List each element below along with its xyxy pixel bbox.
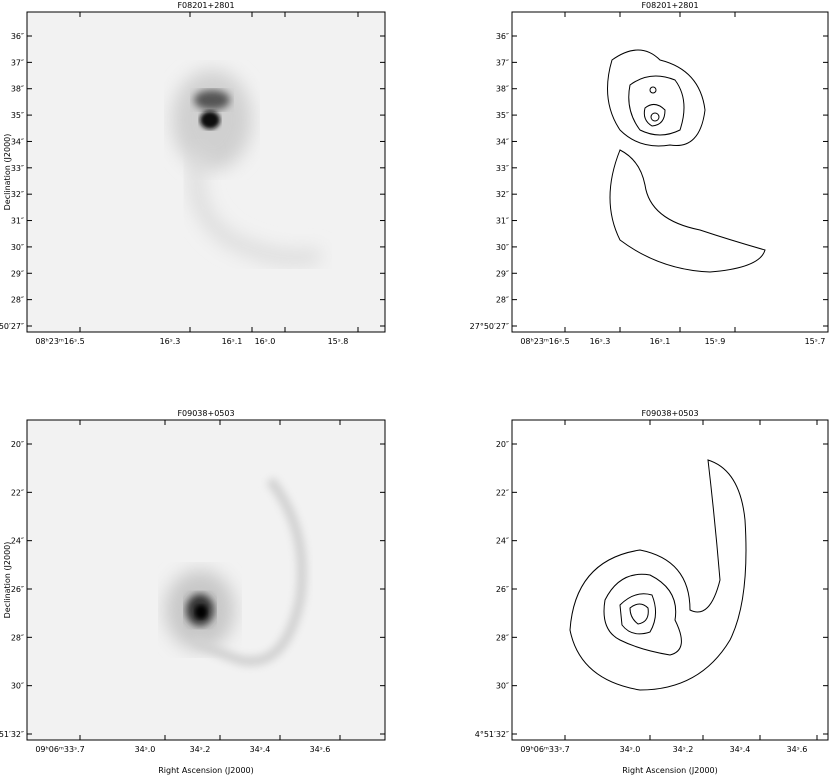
x-tick-label: 34ˢ.6 (787, 745, 808, 754)
x-tick-label: 34ˢ.2 (190, 745, 211, 754)
y-tick-label: 28″ (496, 633, 509, 642)
y-axis-label: Declination (J2000) (3, 542, 12, 619)
y-tick-label: 37″ (11, 58, 24, 67)
y-tick-label: 38″ (496, 85, 509, 94)
y-tick-label: 33″ (11, 164, 24, 173)
x-tick-label: 34ˢ.0 (620, 745, 641, 754)
galaxy-image (27, 12, 385, 332)
x-tick-label: 34ˢ.4 (730, 745, 751, 754)
y-tick-label: 32″ (496, 190, 509, 199)
contour-plot (569, 459, 747, 691)
x-tick-label: 34ˢ.4 (250, 745, 271, 754)
x-tick-label: 34ˢ.6 (310, 745, 331, 754)
y-tick-label: 24″ (11, 537, 24, 546)
y-tick-label: 30″ (496, 682, 509, 691)
y-tick-label: 20″ (11, 440, 24, 449)
y-tick-label: 37″ (496, 58, 509, 67)
x-tick-label: 34ˢ.2 (673, 745, 694, 754)
plot-frame (26, 419, 386, 741)
plot-frame (26, 11, 386, 333)
x-tick-label: 16ˢ.1 (650, 337, 671, 346)
x-tick-label: 34ˢ.0 (135, 745, 156, 754)
y-tick-label: 22″ (11, 488, 24, 497)
y-tick-label: 34″ (11, 137, 24, 146)
panel-title: F08201+2801 (641, 1, 698, 10)
y-tick-label: 36″ (496, 32, 509, 41)
y-tick-label: 35″ (11, 111, 24, 120)
y-tick-label: 31″ (496, 217, 509, 226)
plot-frame (511, 11, 829, 333)
x-tick-label: 16ˢ.3 (160, 337, 181, 346)
y-tick-label: 35″ (496, 111, 509, 120)
y-tick-label: 27°50′27″ (0, 322, 24, 331)
x-tick-label: 16ˢ.1 (222, 337, 243, 346)
y-tick-label: 27°50′27″ (470, 322, 509, 331)
y-tick-label: 34″ (496, 137, 509, 146)
x-tick-label: 16ˢ.3 (590, 337, 611, 346)
x-tick-label: 15ˢ.9 (705, 337, 726, 346)
x-tick-label: 08ʰ23ᵐ16ˢ.5 (520, 337, 569, 346)
panel-title: F09038+0503 (641, 409, 698, 418)
x-tick-label: 15ˢ.7 (805, 337, 826, 346)
y-tick-label: 28″ (11, 633, 24, 642)
galaxy-image (27, 420, 385, 740)
y-tick-label: 26″ (11, 585, 24, 594)
y-tick-label: 38″ (11, 85, 24, 94)
y-tick-label: 36″ (11, 32, 24, 41)
panel-title: F08201+2801 (177, 1, 234, 10)
y-tick-label: 24″ (496, 537, 509, 546)
x-tick-label: 09ʰ06ᵐ33ˢ.7 (520, 745, 569, 754)
y-axis-label: Declination (J2000) (3, 134, 12, 211)
x-tick-label: 09ʰ06ᵐ33ˢ.7 (35, 745, 84, 754)
x-axis-label: Right Ascension (J2000) (158, 766, 254, 775)
y-tick-label: 32″ (11, 190, 24, 199)
y-tick-label: 4°51′32″ (0, 730, 24, 739)
x-axis-label: Right Ascension (J2000) (622, 766, 718, 775)
y-tick-label: 33″ (496, 164, 509, 173)
x-tick-label: 15ˢ.8 (328, 337, 349, 346)
plot-frame (511, 419, 829, 741)
x-tick-label: 08ʰ23ᵐ16ˢ.5 (35, 337, 84, 346)
y-tick-label: 31″ (11, 217, 24, 226)
y-tick-label: 29″ (11, 269, 24, 278)
y-tick-label: 28″ (496, 296, 509, 305)
y-tick-label: 29″ (496, 269, 509, 278)
y-tick-label: 30″ (11, 243, 24, 252)
y-tick-label: 4°51′32″ (475, 730, 509, 739)
y-tick-label: 30″ (496, 243, 509, 252)
y-tick-label: 30″ (11, 682, 24, 691)
x-tick-label: 16ˢ.0 (255, 337, 276, 346)
y-tick-label: 22″ (496, 488, 509, 497)
y-tick-label: 28″ (11, 296, 24, 305)
y-tick-label: 26″ (496, 585, 509, 594)
y-tick-label: 20″ (496, 440, 509, 449)
panel-title: F09038+0503 (177, 409, 234, 418)
contour-plot (607, 49, 766, 273)
